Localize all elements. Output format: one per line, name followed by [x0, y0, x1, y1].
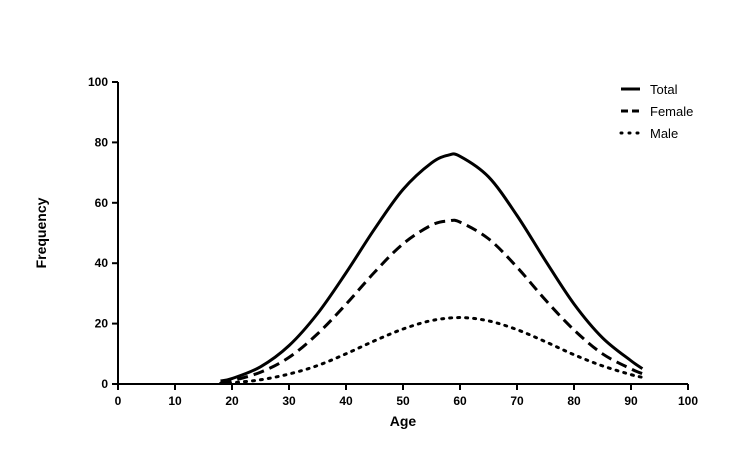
- y-tick-label: 0: [101, 377, 108, 391]
- y-tick-label: 100: [88, 75, 108, 89]
- y-tick-label: 80: [95, 135, 109, 149]
- x-tick-label: 40: [339, 394, 353, 408]
- series-line-total: [220, 152, 644, 383]
- x-tick-label: 70: [510, 394, 524, 408]
- y-tick-label: 40: [95, 256, 109, 270]
- x-tick-label: 80: [567, 394, 581, 408]
- x-tick-label: 20: [225, 394, 239, 408]
- x-axis-title: Age: [390, 413, 417, 429]
- y-tick-label: 20: [95, 317, 109, 331]
- x-axis-ticks: 0 10 20 30 40 50 60 70 80 90 100: [115, 384, 698, 408]
- x-tick-label: 0: [115, 394, 122, 408]
- x-tick-label: 50: [396, 394, 410, 408]
- plot-area: [219, 152, 644, 385]
- x-tick-label: 30: [282, 394, 296, 408]
- legend-label-male: Male: [650, 126, 678, 141]
- y-axis-title: Frequency: [33, 197, 49, 268]
- legend-label-total: Total: [650, 82, 678, 97]
- legend-label-female: Female: [650, 104, 693, 119]
- series-line-female: [220, 218, 643, 384]
- legend: Total Female Male: [619, 82, 693, 141]
- y-tick-label: 60: [95, 196, 109, 210]
- x-tick-label: 10: [168, 394, 182, 408]
- x-tick-label: 90: [624, 394, 638, 408]
- x-tick-label: 60: [453, 394, 467, 408]
- x-tick-label: 100: [678, 394, 698, 408]
- y-axis-ticks: 0 20 40 60 80 100: [88, 75, 118, 391]
